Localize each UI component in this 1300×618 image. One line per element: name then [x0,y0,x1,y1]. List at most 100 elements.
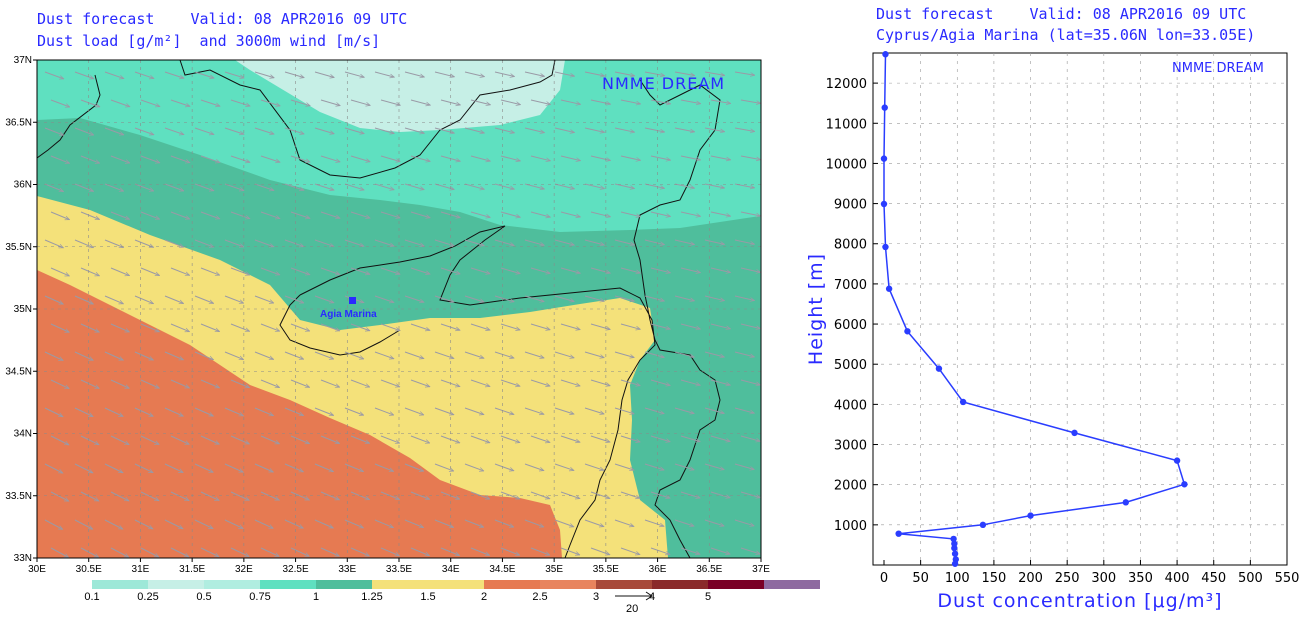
profile-data-point [951,550,959,557]
colorbar-swatch [92,580,148,589]
profile-x-tick-label: 0 [880,571,888,586]
profile-y-tick-label: 4000 [834,398,867,413]
profile-y-ticks: 1000 2000 3000 4000 5000 6000 7000 8000 9000 1000… [826,77,878,534]
map-y-tick-label: 34N [14,429,32,440]
dust-profile-chart: 0 50 100 150 200 250 300 350 400 450 500 550 1000 20… [805,51,1299,612]
map-x-tick-label: 35.5E [593,564,619,575]
colorbar-swatch [148,580,204,589]
profile-y-axis-title: Height [m] [805,253,827,365]
profile-y-tick-label: 8000 [834,238,867,253]
colorbar-label: 0.75 [249,591,270,603]
colorbar-swatch [708,580,764,589]
map-latitude-ticks: 33N 33.5N 34N 34.5N 35N 35.5N 36N 36.5N 37N [5,55,37,564]
profile-data-point [895,530,902,537]
profile-data-point [935,365,943,372]
profile-data-point [880,200,888,208]
colorbar-label: 1.5 [420,591,435,603]
profile-x-tick-label: 150 [981,571,1006,586]
colorbar-label: 0.1 [84,591,99,603]
profile-x-tick-label: 50 [912,571,929,586]
map-x-tick-label: 33.5E [386,564,412,575]
map-x-tick-label: 31E [132,564,150,575]
profile-data-point [882,243,889,251]
map-y-tick-label: 35N [14,304,32,315]
wind-reference-label: 20 [626,603,638,615]
profile-data-point [880,155,888,162]
agia-marina-marker [349,297,356,304]
dust-load-colorbar: 0.1 0.25 0.5 0.75 1 1.25 1.5 2 2.5 3 4 5 [84,580,820,603]
profile-data-point [1173,457,1181,464]
map-x-tick-label: 36E [649,564,667,575]
map-longitude-ticks: 30E 30.5E 31E 31.5E 32E 32.5E 33E 33.5E 34E 34.5E… [28,558,770,575]
profile-title-line1: Dust forecast Valid: 08 APR2016 09 UTC [876,5,1247,23]
profile-data-point [959,398,967,406]
map-x-tick-label: 31.5E [179,564,205,575]
profile-y-tick-label: 1000 [834,519,867,534]
colorbar-swatch [540,580,596,589]
profile-x-axis-title: Dust concentration [μg/m³] [937,590,1222,612]
map-x-tick-label: 33E [338,564,356,575]
colorbar-label: 1 [313,591,319,603]
colorbar-swatch [204,580,260,589]
map-x-tick-label: 35E [545,564,563,575]
profile-x-tick-label: 300 [1091,571,1116,586]
coastline [37,60,721,558]
profile-y-tick-label: 7000 [834,278,867,293]
profile-series-points [880,51,1188,567]
dust-load-map [37,60,791,558]
map-y-tick-label: 36.5N [5,117,32,128]
profile-y-tick-label: 12000 [826,77,867,92]
map-title-line2: Dust load [g/m²] and 3000m wind [m/s] [37,32,381,50]
map-brand-label: NMME DREAM [602,74,725,93]
profile-data-point [979,521,987,529]
map-title-line1: Dust forecast Valid: 08 APR2016 09 UTC [37,10,408,28]
map-x-tick-label: 32E [235,564,253,575]
colorbar-swatch [484,580,540,589]
wind-vector-field [44,71,791,558]
profile-x-tick-label: 400 [1165,571,1190,586]
profile-y-tick-label: 11000 [826,117,867,132]
colorbar-swatch [596,580,652,589]
profile-data-point [881,104,888,111]
profile-data-point [1027,512,1034,519]
map-y-tick-label: 35.5N [5,242,32,253]
profile-data-point [904,328,911,335]
profile-gridlines [873,53,1287,565]
map-y-tick-label: 37N [14,55,32,66]
colorbar-swatch [428,580,484,589]
colorbar-swatch [652,580,708,589]
profile-data-point [1122,499,1129,506]
map-x-tick-label: 36.5E [696,564,722,575]
profile-y-tick-label: 3000 [834,439,867,454]
profile-x-tick-label: 450 [1201,571,1226,586]
profile-data-point [1071,429,1078,437]
profile-data-point [885,285,893,292]
colorbar-label: 0.5 [196,591,211,603]
profile-data-point [951,544,958,552]
map-x-tick-label: 34E [442,564,460,575]
wind-reference-vector: 20 [615,591,653,615]
profile-brand-label: NMME DREAM [1172,61,1264,76]
map-x-tick-label: 32.5E [283,564,309,575]
colorbar-swatch [372,580,428,589]
map-y-tick-label: 33N [14,553,32,564]
profile-x-ticks: 0 50 100 150 200 250 300 350 400 450 500 550 [880,560,1299,586]
map-x-tick-label: 30E [28,564,46,575]
colorbar-label: 5 [705,591,711,603]
colorbar-label: 2 [481,591,487,603]
profile-data-point [882,51,889,58]
profile-x-tick-label: 250 [1055,571,1080,586]
map-gridlines [37,60,761,558]
colorbar-label: 0.25 [137,591,158,603]
profile-data-point [1181,481,1188,488]
profile-title-line2: Cyprus/Agia Marina (lat=35.06N lon=33.05… [876,26,1256,44]
colorbar-label: 2.5 [532,591,547,603]
colorbar-label: 1.25 [361,591,382,603]
agia-marina-label: Agia Marina [320,309,377,320]
map-x-tick-label: 37E [752,564,770,575]
colorbar-label: 3 [593,591,599,603]
profile-y-tick-label: 2000 [834,479,867,494]
colorbar-swatch [316,580,372,589]
profile-y-tick-label: 10000 [826,157,867,172]
